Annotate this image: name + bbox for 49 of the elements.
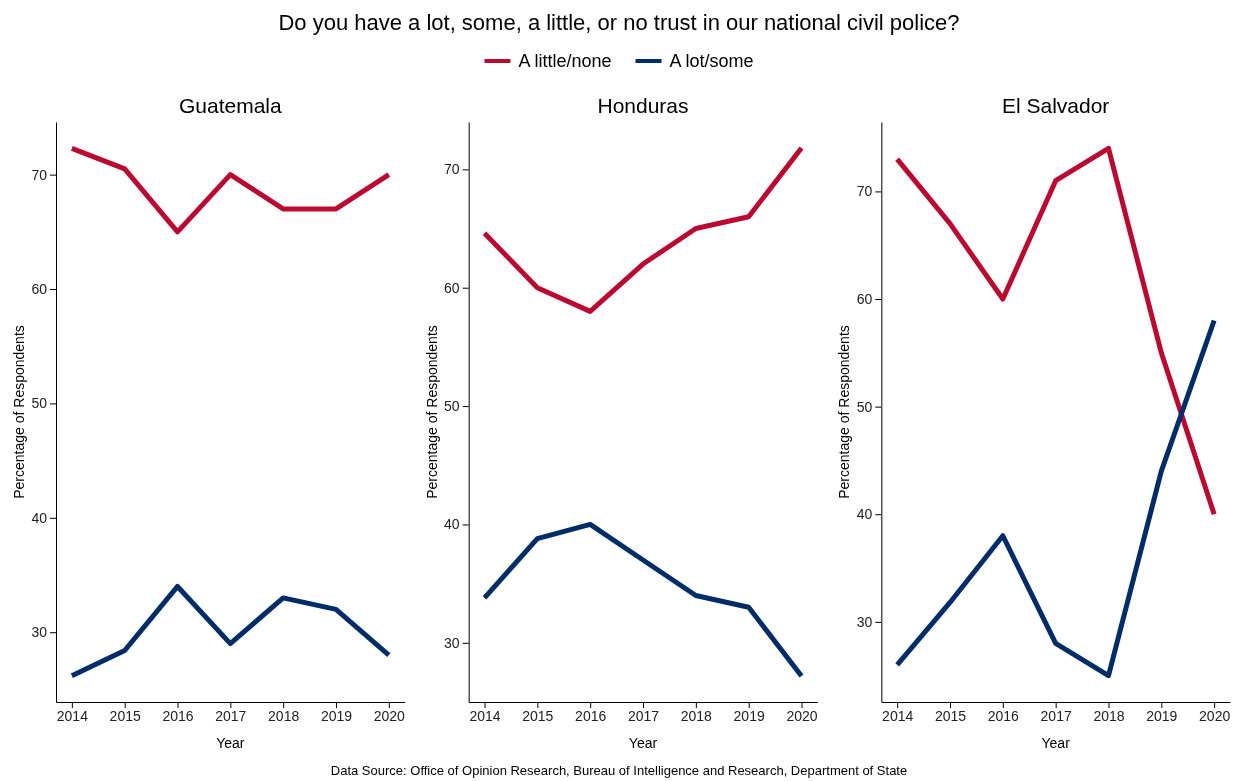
x-tick-label: 2019: [320, 707, 353, 724]
y-tick-label: 70: [31, 166, 48, 183]
x-tick-label: 2018: [680, 707, 713, 724]
x-tick-label: 2019: [733, 707, 765, 724]
y-tick-label: 50: [31, 395, 48, 412]
x-tick-label: 2014: [469, 707, 501, 724]
y-tick-label: 30: [31, 624, 48, 641]
y-tick-label: 40: [444, 516, 460, 533]
y-tick-label: 50: [444, 398, 460, 415]
x-tick-label: 2016: [575, 707, 607, 724]
y-tick-label: 30: [856, 613, 873, 630]
legend-label: A little/none: [518, 51, 612, 71]
x-tick-label: 2020: [1199, 707, 1231, 724]
text: Do you have a lot, some, a little, or no trust in our national civil police?: [278, 10, 960, 35]
legend-label: A lot/some: [669, 51, 754, 71]
x-tick-label: 2017: [1040, 707, 1072, 724]
x-tick-label: 2018: [268, 707, 300, 724]
x-axis-title: Year: [1041, 735, 1071, 751]
x-tick-label: 2017: [215, 707, 247, 724]
x-tick-label: 2015: [522, 707, 554, 724]
y-axis-title: Percentage of Respondents: [423, 325, 440, 499]
y-tick-label: 60: [856, 290, 873, 307]
x-tick-label: 2015: [934, 707, 967, 724]
chart-title: Guatemala: [178, 94, 283, 117]
y-tick-label: 60: [31, 281, 48, 297]
x-axis-title: Year: [628, 735, 658, 751]
x-tick-label: 2014: [882, 707, 914, 724]
x-axis-title: Year: [216, 735, 245, 751]
x-tick-label: 2015: [109, 707, 141, 724]
x-tick-label: 2019: [1146, 707, 1178, 724]
y-tick-label: 40: [31, 509, 48, 526]
y-tick-label: 50: [856, 398, 873, 415]
x-tick-label: 2018: [1093, 707, 1125, 724]
y-tick-label: 40: [856, 506, 873, 523]
x-tick-label: 2020: [786, 707, 818, 724]
chart-title: Honduras: [597, 94, 689, 117]
y-tick-label: 30: [444, 634, 460, 651]
source-note: Data Source: Office of Opinion Research, Bureau of Intelligence and Research, Department of State: [330, 763, 908, 778]
y-axis-title: Percentage of Respondents: [836, 325, 853, 499]
y-tick-label: 70: [444, 161, 460, 178]
y-axis-title: Percentage of Respondents: [11, 325, 27, 499]
x-tick-label: 2016: [162, 707, 194, 724]
y-tick-label: 70: [856, 183, 873, 200]
x-tick-label: 2016: [987, 707, 1020, 724]
y-tick-label: 60: [444, 279, 460, 296]
x-tick-label: 2014: [56, 707, 89, 724]
x-tick-label: 2017: [627, 707, 660, 724]
chart-title: El Salvador: [1001, 94, 1110, 117]
x-tick-label: 2020: [373, 707, 406, 724]
